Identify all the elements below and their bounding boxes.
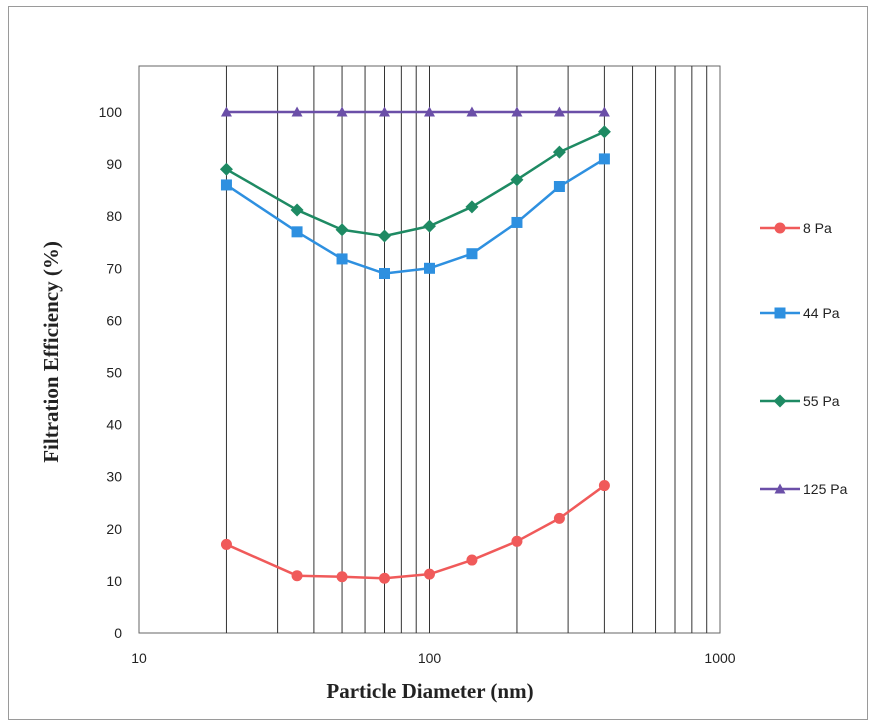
series-2 xyxy=(220,153,610,280)
legend-label: 44 Pa xyxy=(803,305,840,321)
legend-marker xyxy=(774,483,786,494)
legend-label: 125 Pa xyxy=(803,481,848,497)
data-point xyxy=(511,216,523,228)
data-point xyxy=(597,125,611,139)
series-4 xyxy=(220,106,610,117)
data-point xyxy=(291,226,303,238)
y-tick-label: 80 xyxy=(106,208,122,224)
data-point xyxy=(466,106,478,117)
y-tick-label: 70 xyxy=(106,260,122,276)
data-point xyxy=(219,162,233,176)
y-tick-label: 10 xyxy=(106,573,122,589)
data-point xyxy=(379,106,391,117)
y-tick-label: 20 xyxy=(106,521,122,537)
y-tick-label: 40 xyxy=(106,417,122,433)
data-point xyxy=(291,570,303,582)
data-point xyxy=(553,512,565,524)
y-tick-label: 100 xyxy=(99,104,123,120)
series-3 xyxy=(219,125,611,243)
legend: 8 Pa 44 Pa 55 Pa 125 Pa xyxy=(760,220,848,497)
data-point xyxy=(220,538,232,550)
x-tick-labels: 10 100 1000 xyxy=(131,650,736,666)
legend-item: 8 Pa xyxy=(760,220,832,236)
y-tick-label: 30 xyxy=(106,469,122,485)
legend-item: 55 Pa xyxy=(760,393,840,409)
data-point xyxy=(379,572,391,584)
data-point xyxy=(598,106,610,117)
legend-item: 44 Pa xyxy=(760,305,840,321)
x-tick-label: 10 xyxy=(131,650,147,666)
data-point xyxy=(466,554,478,566)
legend-label: 8 Pa xyxy=(803,220,832,236)
data-point xyxy=(465,200,479,214)
x-tick-label: 100 xyxy=(418,650,442,666)
x-tick-label: 1000 xyxy=(704,650,735,666)
data-point xyxy=(336,571,348,583)
data-point xyxy=(336,253,348,265)
data-point xyxy=(291,106,303,117)
legend-item: 125 Pa xyxy=(760,481,848,497)
data-point xyxy=(510,173,524,187)
data-point xyxy=(466,248,478,260)
data-point xyxy=(378,229,392,243)
x-axis-title: Particle Diameter (nm) xyxy=(326,679,533,703)
y-tick-label: 90 xyxy=(106,156,122,172)
data-point xyxy=(379,268,391,280)
legend-marker xyxy=(774,222,786,234)
legend-label: 55 Pa xyxy=(803,393,840,409)
data-point xyxy=(598,480,610,492)
data-point xyxy=(290,203,304,217)
data-point xyxy=(598,153,610,165)
data-point xyxy=(336,106,348,117)
series-1 xyxy=(220,480,610,584)
data-point xyxy=(553,106,565,117)
data-point xyxy=(220,106,232,117)
data-point xyxy=(511,535,523,547)
data-point xyxy=(423,219,436,233)
data-point xyxy=(424,262,435,274)
legend-marker xyxy=(774,307,786,319)
data-point xyxy=(424,568,435,580)
data-point xyxy=(220,179,232,191)
series-group xyxy=(219,106,611,584)
y-tick-label: 60 xyxy=(106,312,122,328)
data-point xyxy=(511,106,523,117)
legend-marker xyxy=(773,394,787,408)
data-point xyxy=(552,145,566,159)
data-point xyxy=(553,181,565,193)
data-point xyxy=(335,223,349,237)
y-tick-labels: 0 10 20 30 40 50 60 70 80 90 100 xyxy=(99,104,123,641)
y-tick-label: 50 xyxy=(106,365,122,381)
data-point xyxy=(424,106,435,117)
y-tick-label: 0 xyxy=(114,625,122,641)
gridlines xyxy=(225,66,708,633)
y-axis-title: Filtration Efficiency (%) xyxy=(39,241,63,463)
